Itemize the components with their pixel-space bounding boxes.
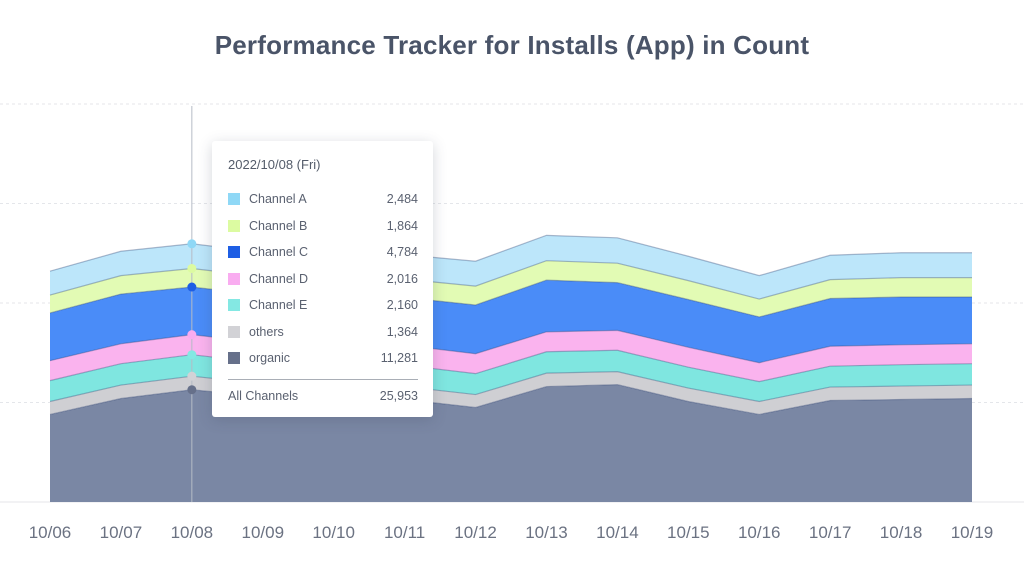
tooltip-series-name: Channel B <box>249 218 308 233</box>
x-tick-label: 10/09 <box>241 523 284 542</box>
tooltip-series-name: Channel C <box>249 245 309 260</box>
x-tick-label: 10/11 <box>384 523 425 542</box>
tooltip-row: Channel C 4,784 <box>228 239 418 266</box>
series-area-channel-a <box>50 235 972 300</box>
tooltip-total-row: All Channels 25,953 <box>228 380 418 412</box>
legend-swatch <box>228 246 240 259</box>
tooltip-row: others 1,364 <box>228 319 418 346</box>
legend-swatch <box>228 219 240 232</box>
tooltip-row: Channel D 2,016 <box>228 266 418 293</box>
tooltip-series-name: organic <box>249 351 290 366</box>
x-tick-label: 10/16 <box>738 523 781 542</box>
data-point <box>187 350 197 360</box>
data-point <box>187 263 197 273</box>
series-line-channel-c <box>49 279 972 318</box>
tooltip: 2022/10/08 (Fri) Channel A 2,484 Channel B… <box>212 141 433 417</box>
x-tick-label: 10/19 <box>951 523 994 542</box>
x-tick-label: 10/08 <box>171 523 214 542</box>
tooltip-series-name: Channel A <box>249 192 307 207</box>
series-area-channel-d <box>50 330 972 382</box>
tooltip-series-name: others <box>249 324 284 339</box>
legend-swatch <box>228 272 240 285</box>
series-area-channel-e <box>50 350 972 402</box>
tooltip-series-value: 2,160 <box>386 298 418 313</box>
legend-swatch <box>228 325 240 338</box>
x-tick-label: 10/07 <box>100 523 143 542</box>
tooltip-total-label: All Channels <box>228 388 299 403</box>
series-line-channel-b <box>49 260 972 300</box>
x-tick-label: 10/15 <box>667 523 710 542</box>
x-tick-label: 10/17 <box>809 523 852 542</box>
tooltip-row: Channel B 1,864 <box>228 213 418 240</box>
tooltip-series-value: 2,016 <box>386 271 418 286</box>
tooltip-series-name: Channel D <box>249 271 309 286</box>
series-line-channel-e <box>49 349 973 383</box>
tooltip-series-name: Channel E <box>249 298 308 313</box>
chart-title: Performance Tracker for Installs (App) i… <box>214 30 810 60</box>
legend-swatch <box>228 352 240 365</box>
tooltip-row: Channel E 2,160 <box>228 292 418 319</box>
tooltip-date: 2022/10/08 (Fri) <box>228 157 321 172</box>
series-line-organic <box>49 383 973 416</box>
tooltip-total-value: 25,953 <box>379 388 418 403</box>
series-area-organic <box>50 384 972 502</box>
series-line-channel-d <box>49 329 973 364</box>
tooltip-series-value: 11,281 <box>380 351 418 366</box>
x-tick-label: 10/12 <box>454 523 497 542</box>
x-tick-label: 10/14 <box>596 523 639 542</box>
series-area-channel-b <box>50 260 972 317</box>
data-point <box>187 239 197 249</box>
legend-swatch <box>228 193 240 206</box>
x-tick-label: 10/10 <box>312 523 355 542</box>
data-point <box>187 385 197 395</box>
tooltip-series-value: 1,364 <box>386 324 418 339</box>
tooltip-series-value: 2,484 <box>386 192 418 207</box>
tooltip-divider <box>228 378 418 380</box>
series-area-others <box>50 371 972 415</box>
x-tick-label: 10/13 <box>525 523 568 542</box>
tooltip-row: organic 11,281 <box>228 345 418 372</box>
data-point <box>187 371 197 381</box>
tooltip-series-value: 4,784 <box>386 245 418 260</box>
tooltip-series-value: 1,864 <box>386 218 418 233</box>
data-point <box>187 330 197 340</box>
legend-swatch <box>228 299 240 312</box>
series-line-channel-a <box>49 234 972 277</box>
data-point <box>187 282 197 292</box>
series-line-others <box>49 371 973 403</box>
x-tick-label: 10/18 <box>880 523 923 542</box>
x-tick-label: 10/06 <box>29 523 72 542</box>
tooltip-row: Channel A 2,484 <box>228 186 418 213</box>
